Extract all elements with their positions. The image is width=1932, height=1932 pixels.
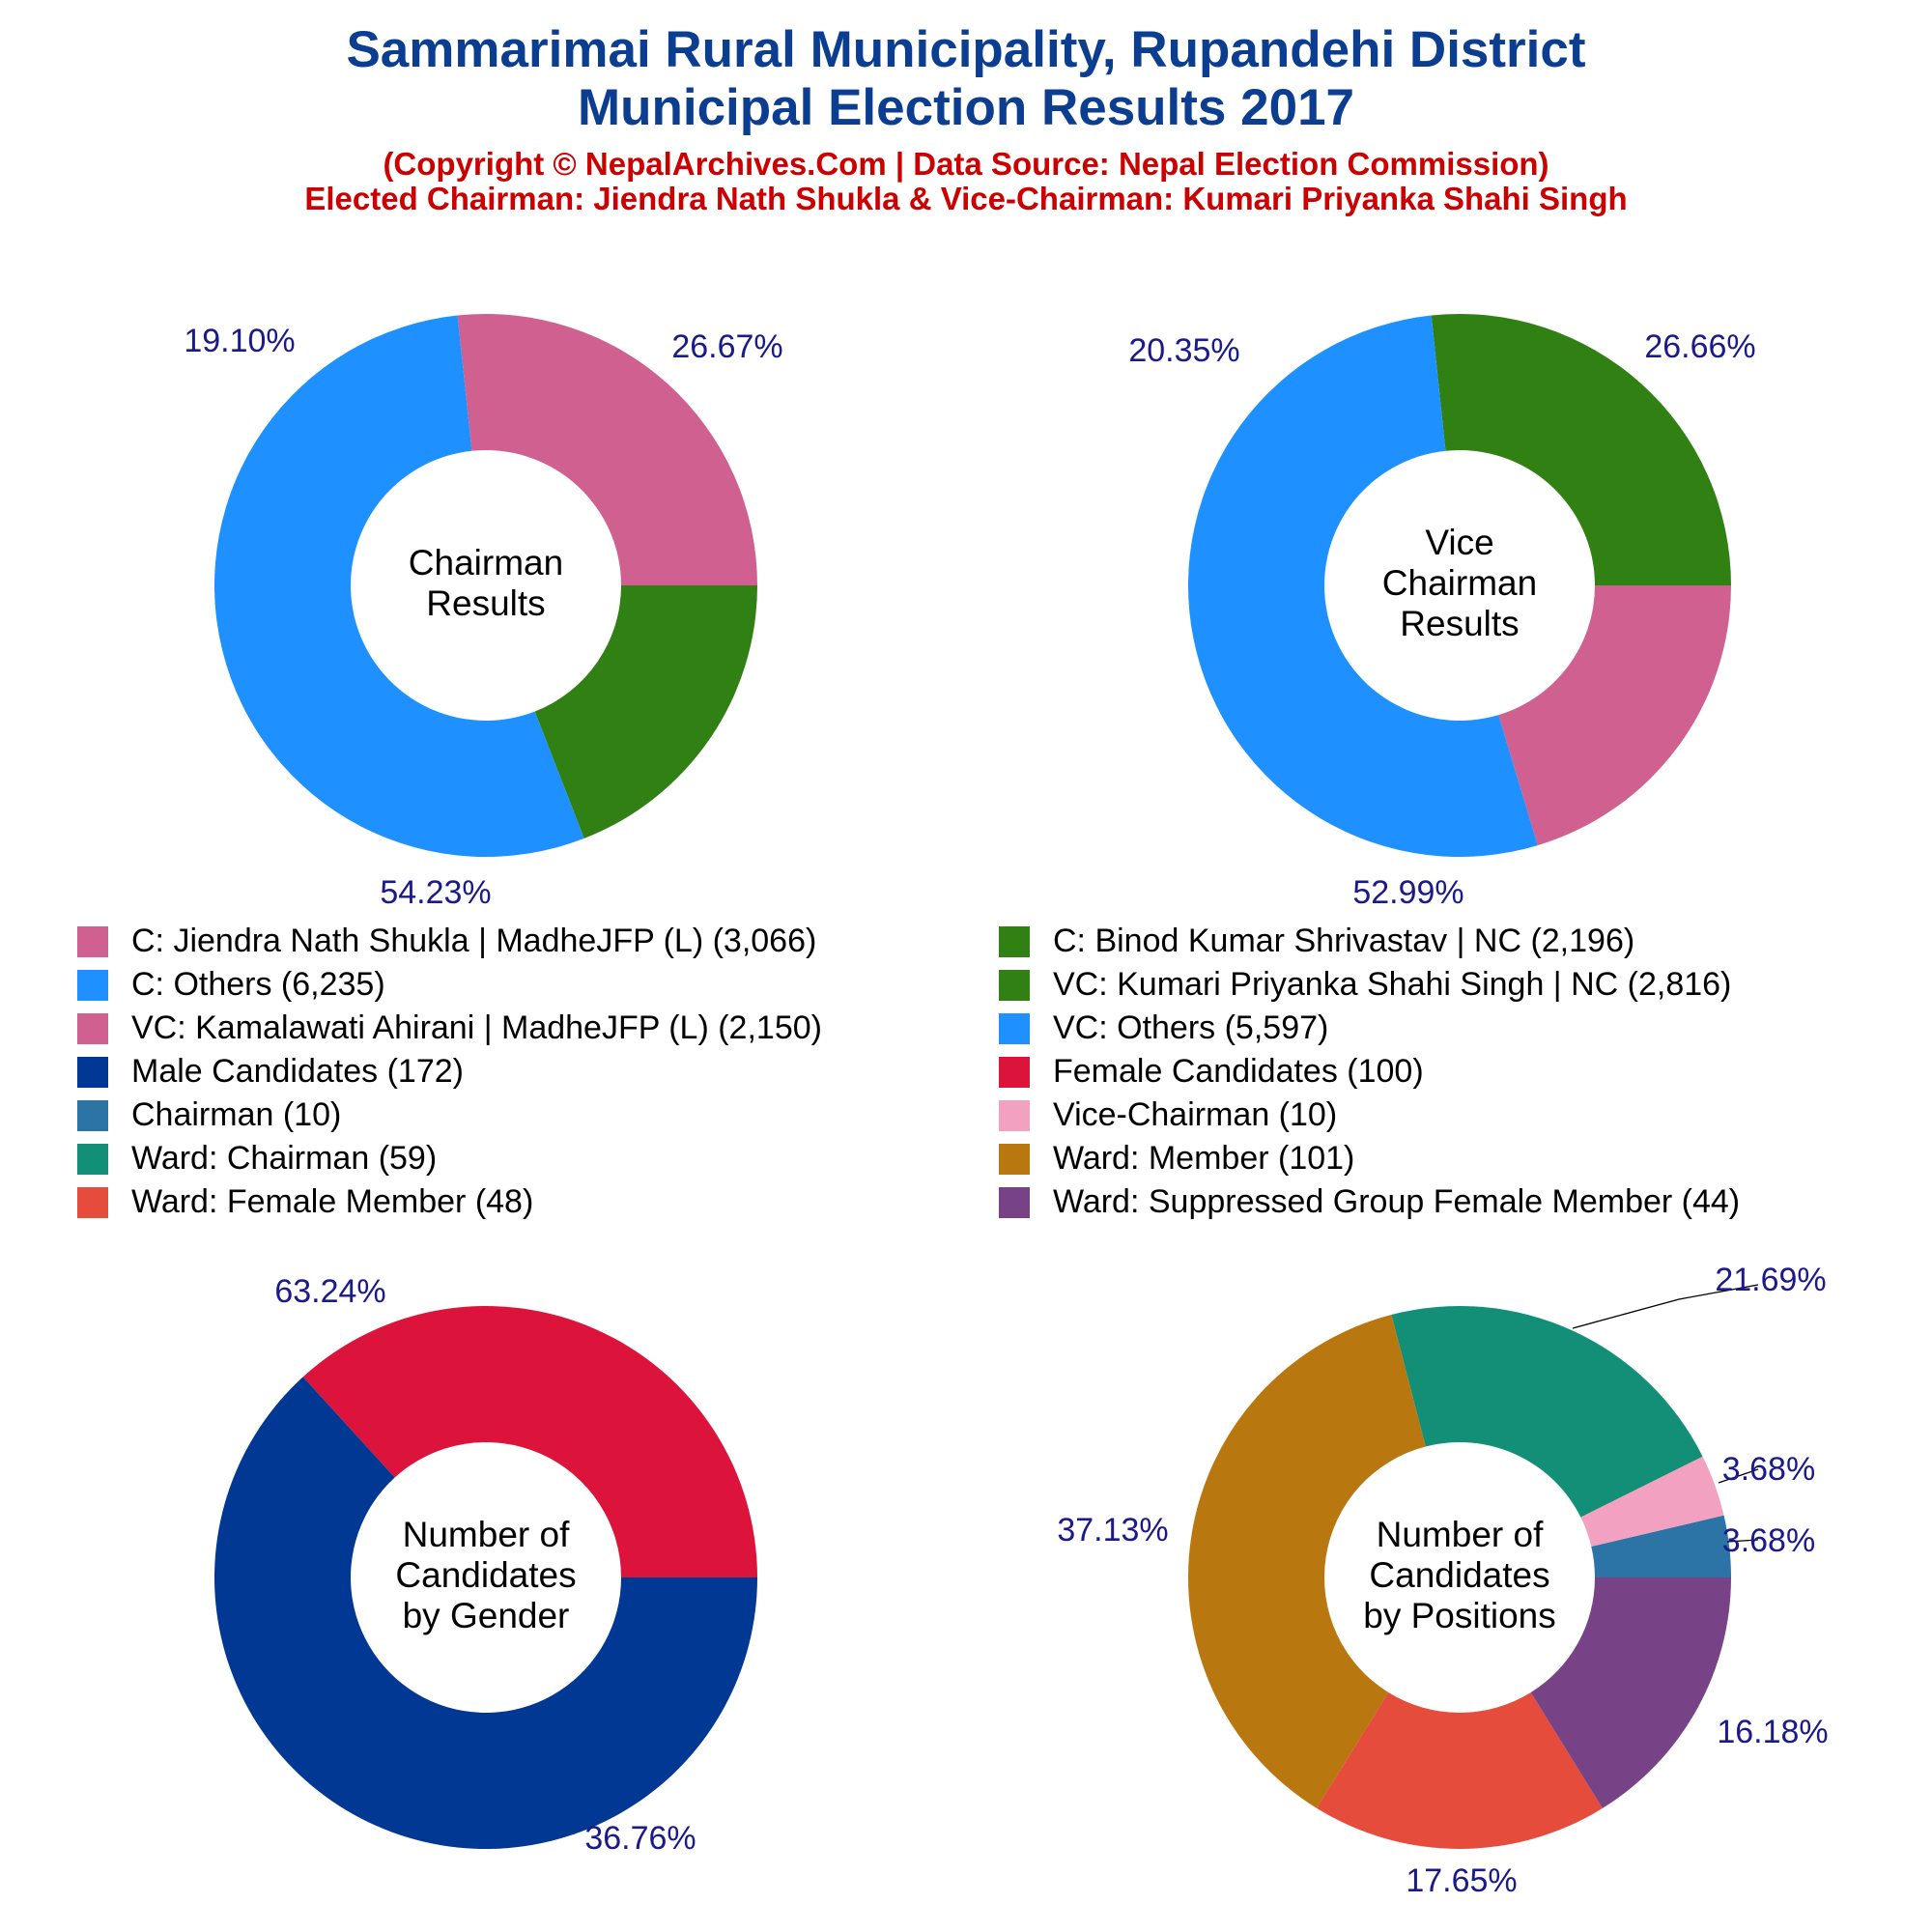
legend-label: C: Jiendra Nath Shukla | MadheJFP (L) (3… bbox=[131, 923, 817, 959]
chart-title-line1: Sammarimai Rural Municipality, Rupandehi… bbox=[346, 21, 1586, 78]
center-label: Results bbox=[1400, 604, 1519, 643]
legend-swatch bbox=[999, 1144, 1030, 1175]
pct-label: 19.10% bbox=[184, 323, 295, 359]
slice-male-candidates bbox=[213, 1377, 758, 1849]
slice-ward-suppressed-group-female-member bbox=[1530, 1577, 1731, 1808]
center-label: by Gender bbox=[403, 1596, 570, 1635]
legend-swatch bbox=[77, 926, 108, 957]
legend-swatch bbox=[77, 970, 108, 1001]
legend-swatch bbox=[77, 1057, 108, 1088]
slice-vice-chairman bbox=[1580, 1456, 1724, 1547]
leader-line bbox=[1572, 1284, 1759, 1329]
pct-label: 37.13% bbox=[1057, 1512, 1168, 1548]
legend-swatch bbox=[999, 1013, 1030, 1044]
legend-label: VC: Kamalawati Ahirani | MadheJFP (L) (2… bbox=[131, 1009, 822, 1046]
slice-ward-chairman bbox=[1391, 1306, 1703, 1518]
pct-label: 21.69% bbox=[1715, 1262, 1826, 1298]
legend-swatch bbox=[999, 1187, 1030, 1218]
pct-label: 16.18% bbox=[1717, 1714, 1828, 1750]
legend-label: Ward: Suppressed Group Female Member (44… bbox=[1053, 1183, 1741, 1220]
legend-swatch bbox=[77, 1013, 108, 1044]
legend-swatch bbox=[77, 1100, 108, 1131]
chart-subtitle-copyright: (Copyright © NepalArchives.Com | Data So… bbox=[383, 146, 1549, 182]
center-label: Chairman bbox=[1382, 563, 1537, 603]
pct-label: 63.24% bbox=[274, 1273, 385, 1310]
donut-chart-4: 3.68% 3.68% 21.69% 37.13% 17.65% 16.18% Number… bbox=[1057, 1262, 1828, 1899]
pct-label: 20.35% bbox=[1128, 332, 1239, 369]
legend-label: C: Binod Kumar Shrivastav | NC (2,196) bbox=[1053, 923, 1635, 959]
pct-label: 26.66% bbox=[1644, 328, 1755, 365]
legend-swatch bbox=[999, 1100, 1030, 1131]
pct-label: 26.67% bbox=[671, 328, 782, 365]
legend-label: VC: Others (5,597) bbox=[1053, 1009, 1329, 1046]
slice-vc-kumari-priyanka-shahi-singh-nc bbox=[1431, 314, 1731, 585]
center-label: Chairman bbox=[409, 543, 563, 582]
slice-vc-others bbox=[1187, 315, 1538, 858]
pct-label: 17.65% bbox=[1406, 1862, 1517, 1899]
legend-swatch bbox=[999, 970, 1030, 1001]
pct-label: 52.99% bbox=[1352, 874, 1463, 911]
legend-label: Chairman (10) bbox=[131, 1096, 342, 1133]
slice-ward-female-member bbox=[1317, 1692, 1603, 1849]
legend-label: VC: Kumari Priyanka Shahi Singh | NC (2,… bbox=[1053, 966, 1732, 1003]
leader-line bbox=[1718, 1468, 1759, 1484]
slice-female-candidates bbox=[302, 1306, 757, 1577]
pct-label: 54.23% bbox=[380, 874, 491, 911]
legend-label: Ward: Member (101) bbox=[1053, 1140, 1355, 1177]
legend-label: Male Candidates (172) bbox=[131, 1053, 464, 1090]
legend-swatch bbox=[77, 1187, 108, 1218]
center-label: Candidates bbox=[1369, 1555, 1549, 1595]
leader-line bbox=[1726, 1539, 1759, 1543]
center-label: Results bbox=[426, 583, 545, 623]
center-label: Number of bbox=[1377, 1515, 1544, 1554]
legend-label: C: Others (6,235) bbox=[131, 966, 385, 1003]
slice-chairman bbox=[1591, 1515, 1731, 1577]
legend-swatch bbox=[999, 926, 1030, 957]
legend-label: Ward: Chairman (59) bbox=[131, 1140, 438, 1177]
center-label: Vice bbox=[1425, 523, 1493, 562]
slice-c-binod-kumar-shrivastav-nc bbox=[534, 585, 757, 838]
chart-title-line2: Municipal Election Results 2017 bbox=[577, 79, 1355, 136]
center-label: Candidates bbox=[395, 1555, 576, 1595]
legend-swatch bbox=[77, 1144, 108, 1175]
chart-subtitle-elected: Elected Chairman: Jiendra Nath Shukla & … bbox=[304, 181, 1628, 216]
pct-label: 3.68% bbox=[1722, 1522, 1815, 1559]
slice-c-others bbox=[213, 315, 584, 858]
slice-ward-member bbox=[1188, 1315, 1426, 1808]
pct-label: 36.76% bbox=[584, 1820, 696, 1857]
legend-label: Vice-Chairman (10) bbox=[1053, 1096, 1338, 1133]
slice-vc-kamalawati-ahirani-madhejfp-l bbox=[1498, 585, 1731, 846]
legend-label: Ward: Female Member (48) bbox=[131, 1183, 534, 1220]
pct-label: 3.68% bbox=[1722, 1451, 1815, 1488]
center-label: by Positions bbox=[1363, 1596, 1556, 1635]
legend-label: Female Candidates (100) bbox=[1053, 1053, 1424, 1090]
center-label: Number of bbox=[403, 1515, 570, 1554]
slice-c-jiendra-nath-shukla-madhejfp-l bbox=[457, 314, 757, 585]
legend-swatch bbox=[999, 1057, 1030, 1088]
